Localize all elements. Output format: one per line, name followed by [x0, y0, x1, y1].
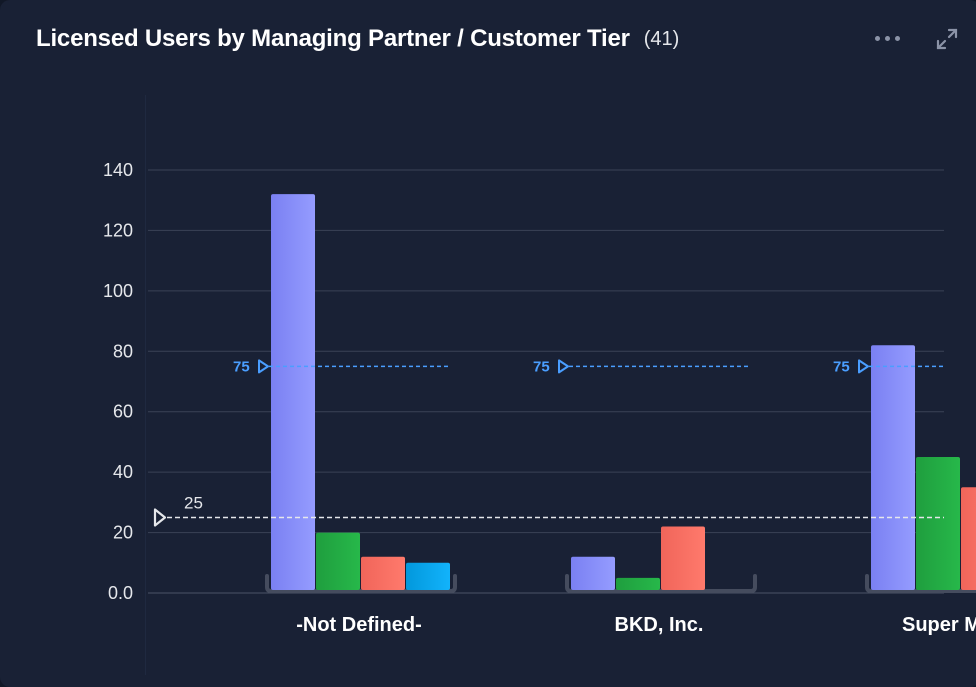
reference-line-label: 75	[833, 358, 850, 375]
chart-header: Licensed Users by Managing Partner / Cus…	[36, 22, 679, 56]
x-category-label: -Not Defined-	[296, 614, 422, 636]
reference-marker	[558, 359, 569, 374]
category-bracket	[865, 574, 976, 593]
expand-button[interactable]	[934, 26, 960, 52]
y-tick-label: 0.0	[108, 583, 133, 603]
reference-marker	[258, 359, 269, 374]
more-horizontal-icon	[875, 36, 880, 41]
chart-title: Licensed Users by Managing Partner / Cus…	[36, 25, 630, 52]
reference-marker	[858, 359, 869, 374]
bar[interactable]	[871, 345, 915, 590]
reference-marker	[153, 508, 167, 527]
y-tick-label: 40	[113, 462, 133, 482]
more-options-button[interactable]	[872, 26, 904, 50]
bar[interactable]	[406, 562, 450, 590]
y-tick-label: 140	[103, 160, 133, 180]
bar[interactable]	[961, 487, 976, 590]
x-category-label: Super M	[902, 614, 976, 636]
reference-line-label: 75	[533, 358, 550, 375]
category-bracket	[565, 574, 757, 593]
y-tick-label: 20	[113, 523, 133, 543]
bar[interactable]	[271, 194, 315, 590]
reference-line-label: 25	[184, 493, 203, 512]
y-tick-label: 80	[113, 341, 133, 361]
record-count: (41)	[643, 27, 680, 50]
y-tick-label: 60	[113, 402, 133, 422]
bar[interactable]	[916, 457, 960, 590]
category-bracket	[265, 574, 457, 593]
bar[interactable]	[616, 577, 660, 590]
x-category-label: BKD, Inc.	[615, 614, 704, 636]
bar[interactable]	[316, 532, 360, 590]
y-tick-label: 120	[103, 220, 133, 240]
bar[interactable]	[661, 526, 705, 590]
y-tick-label: 100	[103, 281, 133, 301]
plot-divider	[145, 95, 146, 675]
reference-line-label: 75	[233, 358, 250, 375]
bar[interactable]	[361, 556, 405, 590]
expand-icon	[936, 28, 958, 50]
bar[interactable]	[571, 556, 615, 590]
